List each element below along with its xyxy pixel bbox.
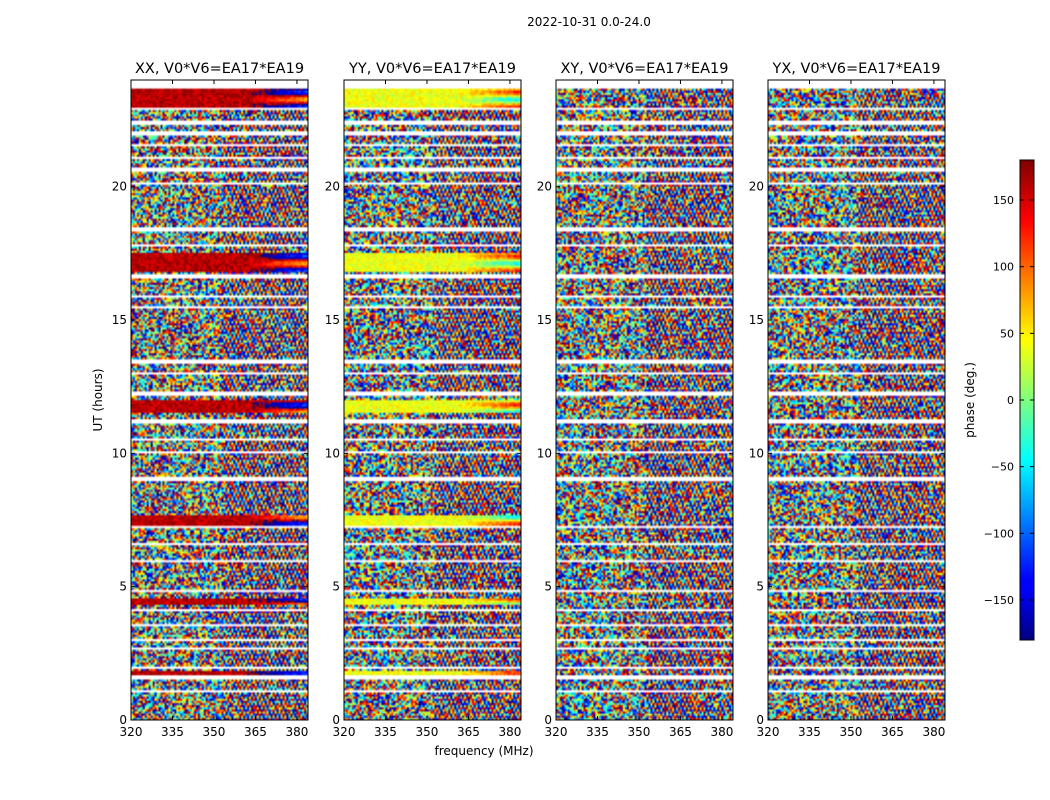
- x-tick-label: 335: [374, 725, 397, 739]
- x-tick-label: 320: [333, 725, 356, 739]
- x-tick-label: 365: [881, 725, 904, 739]
- y-tick-label: 10: [112, 446, 127, 460]
- y-tick-label: 5: [544, 580, 552, 594]
- y-tick-label: 0: [544, 713, 552, 727]
- y-tick-label: 0: [756, 713, 764, 727]
- y-tick-label: 10: [325, 446, 340, 460]
- panel-frame: [555, 79, 734, 721]
- phase-heatmap-3: [556, 80, 733, 720]
- x-tick-label: 380: [285, 725, 308, 739]
- colorbar-tick-label: −50: [991, 461, 1014, 474]
- colorbar-tick-label: −100: [984, 527, 1014, 540]
- phase-heatmap-4: [768, 80, 945, 720]
- colorbar-tick-label: 50: [1000, 327, 1014, 340]
- y-tick-label: 5: [756, 580, 764, 594]
- colorbar-tick-label: 150: [993, 194, 1014, 207]
- x-tick-label: 350: [840, 725, 863, 739]
- panel-3: XY, V0*V6=EA17*EA19 320 335 350 365 380 0 5 10 15…: [537, 61, 734, 739]
- x-tick-label: 380: [498, 725, 521, 739]
- panel-title: XX, V0*V6=EA17*EA19: [135, 61, 304, 77]
- y-tick-label: 15: [325, 313, 340, 327]
- x-tick-label: 335: [586, 725, 609, 739]
- y-tick-label: 20: [112, 180, 127, 194]
- y-tick-label: 0: [119, 713, 127, 727]
- x-tick-label: 350: [416, 725, 439, 739]
- x-tick-label: 365: [669, 725, 692, 739]
- y-tick-label: 20: [325, 180, 340, 194]
- panel-frame: [130, 79, 309, 721]
- y-tick-label: 20: [749, 180, 764, 194]
- y-tick-label: 5: [332, 580, 340, 594]
- panel-1: XX, V0*V6=EA17*EA19 320 335 350 365 380 0 5 10 15…: [112, 61, 309, 739]
- panel-title: YY, V0*V6=EA17*EA19: [348, 61, 516, 77]
- y-tick-label: 15: [749, 313, 764, 327]
- colorbar-label: phase (deg.): [963, 362, 977, 438]
- x-tick-label: 335: [798, 725, 821, 739]
- y-tick-label: 20: [537, 180, 552, 194]
- panel-frame: [343, 79, 522, 721]
- colorbar-tick-label: 0: [1007, 394, 1014, 407]
- y-tick-label: 15: [112, 313, 127, 327]
- colorbar-tick-label: 100: [993, 261, 1014, 274]
- x-tick-label: 380: [710, 725, 733, 739]
- x-tick-label: 320: [757, 725, 780, 739]
- y-tick-label: 0: [332, 713, 340, 727]
- panel-4: YX, V0*V6=EA17*EA19 320 335 350 365 380 0 5 10 15…: [749, 61, 946, 739]
- phase-heatmap-2: [344, 80, 521, 720]
- panel-frame: [767, 79, 946, 721]
- y-tick-label: 15: [537, 313, 552, 327]
- y-tick-label: 10: [537, 446, 552, 460]
- panel-title: XY, V0*V6=EA17*EA19: [560, 61, 728, 77]
- panel-title: YX, V0*V6=EA17*EA19: [771, 61, 940, 77]
- x-tick-label: 320: [120, 725, 143, 739]
- x-tick-label: 350: [203, 725, 226, 739]
- figure-title: 2022-10-31 0.0-24.0: [527, 15, 651, 29]
- y-tick-label: 10: [749, 446, 764, 460]
- x-tick-label: 365: [457, 725, 480, 739]
- x-tick-label: 335: [161, 725, 184, 739]
- x-tick-label: 320: [545, 725, 568, 739]
- y-axis-label: UT (hours): [91, 368, 105, 431]
- x-axis-label: frequency (MHz): [434, 744, 533, 758]
- panel-2: YY, V0*V6=EA17*EA19 320 335 350 365 380 0 5 10 15…: [325, 61, 522, 739]
- phase-heatmap-1: [131, 80, 308, 720]
- x-tick-label: 365: [244, 725, 267, 739]
- x-tick-label: 350: [628, 725, 651, 739]
- panels-group: XX, V0*V6=EA17*EA19 320 335 350 365 380 0 5 10 15…: [112, 61, 946, 739]
- colorbar-tick-label: −150: [984, 594, 1014, 607]
- x-tick-label: 380: [922, 725, 945, 739]
- y-tick-label: 5: [119, 580, 127, 594]
- colorbar: 150 100 50 0 −50 −100 −150 phase (deg.): [963, 159, 1035, 641]
